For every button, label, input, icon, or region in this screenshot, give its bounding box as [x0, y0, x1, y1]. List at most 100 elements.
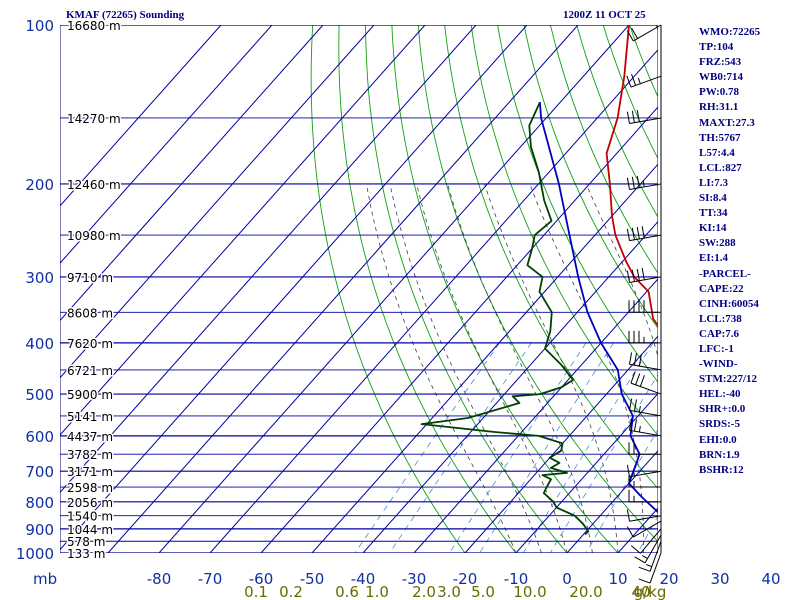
- temperature-tick-label: -10: [504, 570, 529, 588]
- wind-barb-shaft: [629, 409, 662, 417]
- mixing-ratio-line: [389, 342, 532, 553]
- height-label: 3171 m: [67, 465, 113, 479]
- index-item: HEL:-40: [699, 388, 741, 401]
- wind-barb-flag: [631, 227, 635, 240]
- mixing-ratio-line: [449, 342, 587, 553]
- isotherm: [260, 106, 658, 553]
- axis-unit-label: mb: [33, 570, 57, 588]
- isotherm: [107, 25, 579, 553]
- wind-barb: [628, 442, 661, 455]
- index-item: BRN:1.9: [699, 448, 740, 461]
- wind-barb-shaft: [640, 528, 662, 554]
- wind-barb-flag: [633, 399, 637, 412]
- pressure-tick-label: 600: [25, 428, 54, 446]
- temperature-tick-label: 20: [659, 570, 678, 588]
- temperature-tick-label: -40: [351, 570, 376, 588]
- wind-barb-flag: [628, 418, 633, 431]
- isotherm: [362, 220, 658, 553]
- temperature-tick-label: -80: [147, 570, 172, 588]
- wind-barb-flag: [631, 110, 635, 123]
- wind-barb-flag: [641, 226, 645, 239]
- wind-barb: [638, 552, 662, 584]
- wind-barb-flag: [633, 419, 637, 432]
- mixing-ratio-line: [585, 428, 658, 553]
- index-item: EHI:0.0: [699, 433, 737, 446]
- index-item: MAXT:27.3: [699, 116, 755, 129]
- index-item: KI:14: [699, 222, 727, 235]
- mixing-ratio-label: 10.0: [513, 583, 546, 600]
- wind-barb: [626, 73, 662, 88]
- wind-barb-flag: [635, 373, 641, 385]
- wind-barb-flag: [626, 111, 630, 124]
- moist-adiabat: [416, 183, 568, 553]
- wind-barb-flag: [636, 227, 640, 240]
- wind-barb-flag: [641, 267, 645, 280]
- index-item: LCL:827: [699, 161, 742, 174]
- wind-barb: [634, 534, 662, 564]
- wind-barb: [628, 418, 662, 437]
- wind-barb-flag: [626, 228, 630, 241]
- mixing-ratio-line: [354, 342, 500, 553]
- pressure-tick-label: 500: [25, 386, 54, 404]
- height-label: 2056 m: [67, 496, 113, 510]
- wind-barb: [628, 352, 662, 371]
- index-item: PW:0.78: [699, 86, 740, 99]
- isotherm: [566, 450, 658, 553]
- dry-adiabat: [365, 25, 568, 553]
- index-item: -PARCEL-: [699, 267, 751, 280]
- wind-barb-flag: [626, 526, 634, 538]
- wind-barb-flag: [636, 109, 640, 122]
- wind-barb-flag: [636, 268, 640, 281]
- wind-barb: [626, 464, 662, 478]
- index-item: EI:1.4: [699, 252, 729, 265]
- wind-barb: [626, 175, 662, 190]
- wind-barb: [628, 475, 661, 488]
- plot-frame: [60, 25, 658, 553]
- wind-barb-flag: [626, 509, 630, 522]
- wind-barb-flag: [630, 371, 636, 384]
- wind-barb: [626, 24, 662, 42]
- wind-barb-flag: [638, 426, 641, 433]
- index-item: SI:8.4: [699, 192, 727, 205]
- wind-barb-shaft: [629, 515, 662, 522]
- index-item: TH:5767: [699, 131, 741, 144]
- isotherm: [60, 25, 375, 379]
- dry-adiabat: [391, 25, 619, 553]
- mixing-ratio-label: 0.2: [279, 583, 303, 600]
- wind-barb-shaft: [629, 429, 662, 437]
- index-item: CINH:60054: [699, 297, 759, 310]
- temperature-tick-label: 10: [608, 570, 627, 588]
- wind-barb-flag: [628, 352, 633, 365]
- temperature-line: [605, 25, 658, 328]
- wind-barb: [630, 528, 662, 554]
- dewpoint-line: [420, 101, 590, 536]
- temperature-tick-label: -70: [198, 570, 223, 588]
- wind-barb: [626, 509, 662, 522]
- height-label: 9710 m: [67, 271, 113, 285]
- wind-barb-flag: [631, 176, 635, 189]
- wind-barb-shaft: [633, 520, 662, 538]
- wind-barb-flag: [638, 566, 651, 572]
- dry-adiabat: [310, 25, 466, 553]
- wind-barb-flag: [631, 73, 637, 86]
- index-item: WMO:72265: [699, 26, 761, 38]
- wind-barb-shaft: [630, 382, 662, 395]
- height-label: 1540 m: [67, 510, 113, 524]
- height-label: 5141 m: [67, 410, 113, 424]
- wind-barb: [628, 489, 661, 503]
- moist-adiabat: [529, 183, 644, 553]
- wind-barb-shaft: [629, 363, 662, 371]
- index-item: SW:288: [699, 237, 736, 250]
- wind-barb-shaft: [629, 276, 662, 283]
- mixing-ratio-label: 3.0: [437, 583, 461, 600]
- height-label: 6721 m: [67, 364, 113, 378]
- mixing-ratio-label: 0.1: [244, 583, 268, 600]
- wind-barb: [628, 330, 661, 344]
- index-item: L57:4.4: [699, 146, 735, 159]
- wind-barb-shaft: [630, 75, 662, 88]
- mixing-ratio-label: 40: [631, 583, 650, 600]
- height-label: 16680 m: [67, 19, 121, 33]
- index-item: TT:34: [699, 207, 728, 220]
- wind-barb-flag: [638, 354, 642, 367]
- isotherm: [60, 25, 222, 207]
